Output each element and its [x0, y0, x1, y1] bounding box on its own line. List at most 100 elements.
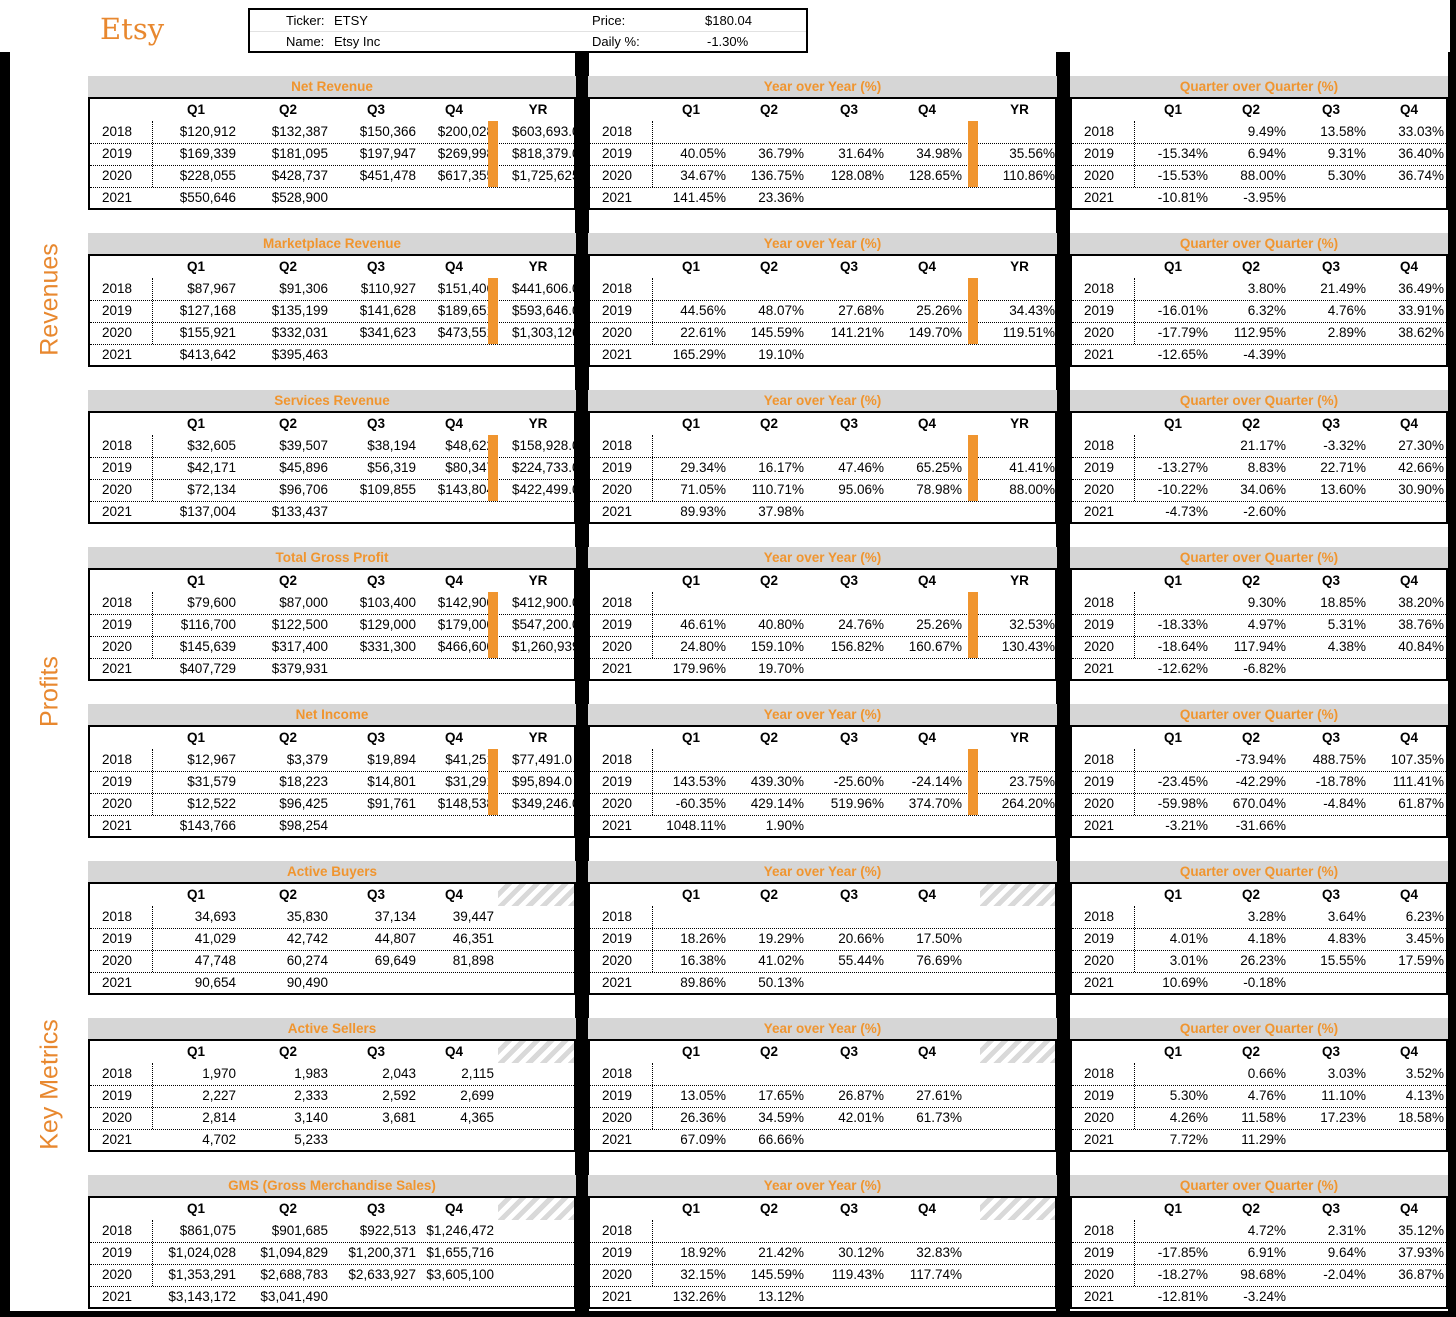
value-cell: 141.45%: [672, 190, 726, 205]
column-header: Q4: [444, 573, 463, 588]
value-cell: 160.67%: [908, 639, 962, 654]
value-cell: 40.05%: [680, 146, 726, 161]
value-cell: [888, 278, 966, 300]
value-cell: [652, 1063, 730, 1085]
column-header: Q1: [1163, 730, 1182, 745]
column-header: Q4: [444, 102, 463, 117]
value-cell: 32.83%: [916, 1245, 962, 1260]
header-row: Q1 Q2 Q3 Q4 YR: [90, 256, 574, 278]
value-cell: 112.95%: [1233, 325, 1286, 340]
year-cell: 2018: [102, 909, 133, 924]
value-cell: [1134, 121, 1212, 143]
value-cell: 41.02%: [758, 953, 804, 968]
table-row: 2021 4,702 5,233: [90, 1129, 574, 1151]
value-cell: $341,623: [359, 325, 416, 340]
value-cell: $1,655,716: [426, 1245, 494, 1260]
value-cell: $1,246,472: [426, 1223, 494, 1238]
table-row: 2020 -17.79% 112.95% 2.89% 38.62%: [1072, 322, 1446, 345]
year-cell: 2020: [1084, 1267, 1115, 1282]
value-cell: 33.91%: [1398, 303, 1444, 318]
table-row: 2019 -23.45% -42.29% -18.78% 111.41%: [1072, 771, 1446, 794]
header-row: Q1 Q2 Q3 Q4: [1072, 1041, 1446, 1063]
value-cell: [1134, 1220, 1212, 1242]
section-key-metrics: Key Metrics: [35, 1019, 64, 1150]
value-cell: $80,347: [445, 460, 494, 475]
year-cell: 2020: [102, 1110, 133, 1125]
value-cell: 5.30%: [1169, 1088, 1208, 1103]
table-row: 2020 24.80% 159.10% 156.82% 160.67% 130.43%: [590, 636, 1055, 659]
value-cell: $379,931: [271, 661, 328, 676]
year-cell: 2019: [1084, 146, 1115, 161]
year-divider: [152, 906, 153, 972]
value-cell: 4.26%: [1169, 1110, 1208, 1125]
value-cell: $466,600: [437, 639, 494, 654]
table-row: 2021 179.96% 19.70%: [590, 658, 1055, 680]
value-cell: [730, 1063, 808, 1085]
value-cell: 44.56%: [680, 303, 726, 318]
year-divider: [152, 278, 153, 344]
value-cell: $861,075: [179, 1223, 236, 1238]
value-cell: [1292, 344, 1370, 366]
value-cell: [810, 187, 888, 209]
value-cell: 44,807: [374, 931, 416, 946]
table-row: 2020 -60.35% 429.14% 519.96% 374.70% 264.20%: [590, 793, 1055, 816]
column-header: Q1: [186, 730, 205, 745]
value-cell: -3.32%: [1323, 438, 1366, 453]
year-total-cell: [498, 501, 578, 523]
table-row: 2020 4.26% 11.58% 17.23% 18.58%: [1072, 1107, 1446, 1130]
year-divider: [1134, 592, 1135, 658]
column-header: Q4: [917, 1044, 936, 1059]
year-cell: 2021: [1084, 661, 1115, 676]
value-cell: 132.26%: [672, 1289, 726, 1304]
table-row: 2018: [590, 1220, 1055, 1243]
value-cell: 374.70%: [908, 796, 962, 811]
header-row: Q1 Q2 Q3 Q4: [1072, 570, 1446, 592]
value-cell: 110.71%: [751, 482, 804, 497]
year-divider: [152, 121, 153, 187]
yoy-table: Q1 Q2 Q3 Q4 YR 2018 2019 46.61% 40.80% 24.76% 25.2…: [588, 568, 1057, 681]
table-row: 2019 -15.34% 6.94% 9.31% 36.40%: [1072, 143, 1446, 166]
column-header: Q4: [917, 730, 936, 745]
year-total-cell: $95,894.0: [512, 774, 573, 789]
block-title: Total Gross Profit: [88, 547, 576, 569]
column-header: Q2: [278, 416, 297, 431]
value-cell: [1134, 592, 1212, 614]
column-header: Q4: [1399, 730, 1418, 745]
column-header: Q1: [1163, 416, 1182, 431]
value-cell: [410, 187, 498, 209]
value-cell: 4.76%: [1247, 1088, 1286, 1103]
value-cell: -17.85%: [1157, 1245, 1208, 1260]
column-header: Q4: [917, 887, 936, 902]
column-header: Q3: [1321, 259, 1340, 274]
column-header: Q1: [681, 102, 700, 117]
value-cell: [888, 906, 966, 928]
value-cell: [810, 1129, 888, 1151]
value-cell: [1370, 344, 1448, 366]
value-cell: 2,043: [382, 1066, 416, 1081]
value-cell: 46,351: [452, 931, 494, 946]
value-cell: 4.72%: [1247, 1223, 1286, 1238]
column-header: Q1: [186, 416, 205, 431]
column-header-yr: YR: [528, 102, 548, 117]
year-divider: [1134, 278, 1135, 344]
value-cell: 2,699: [460, 1088, 494, 1103]
value-cell: [1292, 658, 1370, 680]
year-divider: [1134, 1063, 1135, 1129]
value-cell: [730, 121, 808, 143]
qoq-title: Quarter over Quarter (%): [1070, 390, 1448, 412]
value-cell: -42.29%: [1235, 774, 1286, 789]
value-cell: $129,000: [359, 617, 416, 632]
value-cell: 36.74%: [1398, 168, 1444, 183]
column-header: Q2: [278, 1201, 297, 1216]
value-cell: $1,200,371: [348, 1245, 416, 1260]
header-row: Q1 Q2 Q3 Q4 YR: [590, 256, 1055, 278]
qoq-table: Q1 Q2 Q3 Q4 2018 9.30% 18.85% 38.20% 2019 -18.33%…: [1070, 568, 1448, 681]
value-cell: 9.30%: [1247, 595, 1286, 610]
header-row: Q1 Q2 Q3 Q4: [1072, 413, 1446, 435]
year-cell: 2018: [602, 281, 633, 296]
year-divider: [652, 435, 653, 501]
value-cell: 5.30%: [1327, 168, 1366, 183]
value-cell: 71.05%: [680, 482, 726, 497]
value-cell: $39,507: [279, 438, 328, 453]
value-cell: [1370, 1129, 1448, 1151]
